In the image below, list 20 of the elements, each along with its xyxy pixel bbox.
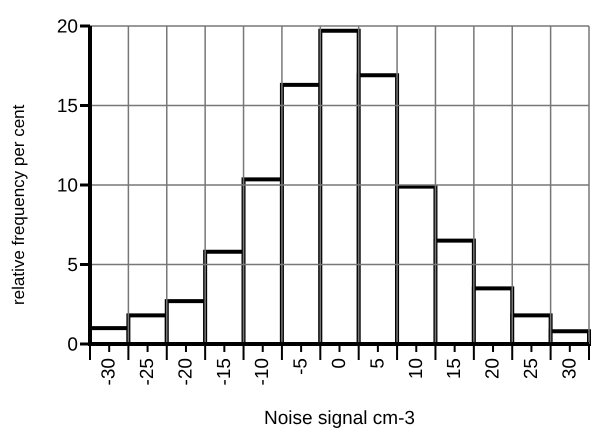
y-tick-label: 15 <box>56 96 78 118</box>
y-tick-label: 10 <box>56 176 78 197</box>
x-tick-label: 5 <box>367 358 388 369</box>
x-tick-label: 15 <box>444 358 466 380</box>
x-tick-label: 20 <box>482 358 504 380</box>
x-tick-label: -20 <box>175 358 196 386</box>
x-tick-label: 0 <box>329 358 350 369</box>
x-tick-label: -5 <box>290 358 312 375</box>
x-tick-label: -25 <box>137 358 158 386</box>
y-axis-title: relative frequency per cent <box>9 104 28 305</box>
x-axis-title: Noise signal cm-3 <box>264 408 415 429</box>
x-tick-label: -15 <box>214 358 235 386</box>
x-tick-label: 25 <box>520 358 542 380</box>
y-tick-label: 20 <box>56 16 78 38</box>
y-tick-label: 5 <box>67 255 78 276</box>
x-tick-label: -30 <box>98 358 120 386</box>
y-tick-label: 0 <box>67 334 78 356</box>
x-tick-label: 30 <box>559 358 580 380</box>
x-tick-label: 10 <box>406 358 427 380</box>
x-tick-label: -10 <box>252 358 274 386</box>
